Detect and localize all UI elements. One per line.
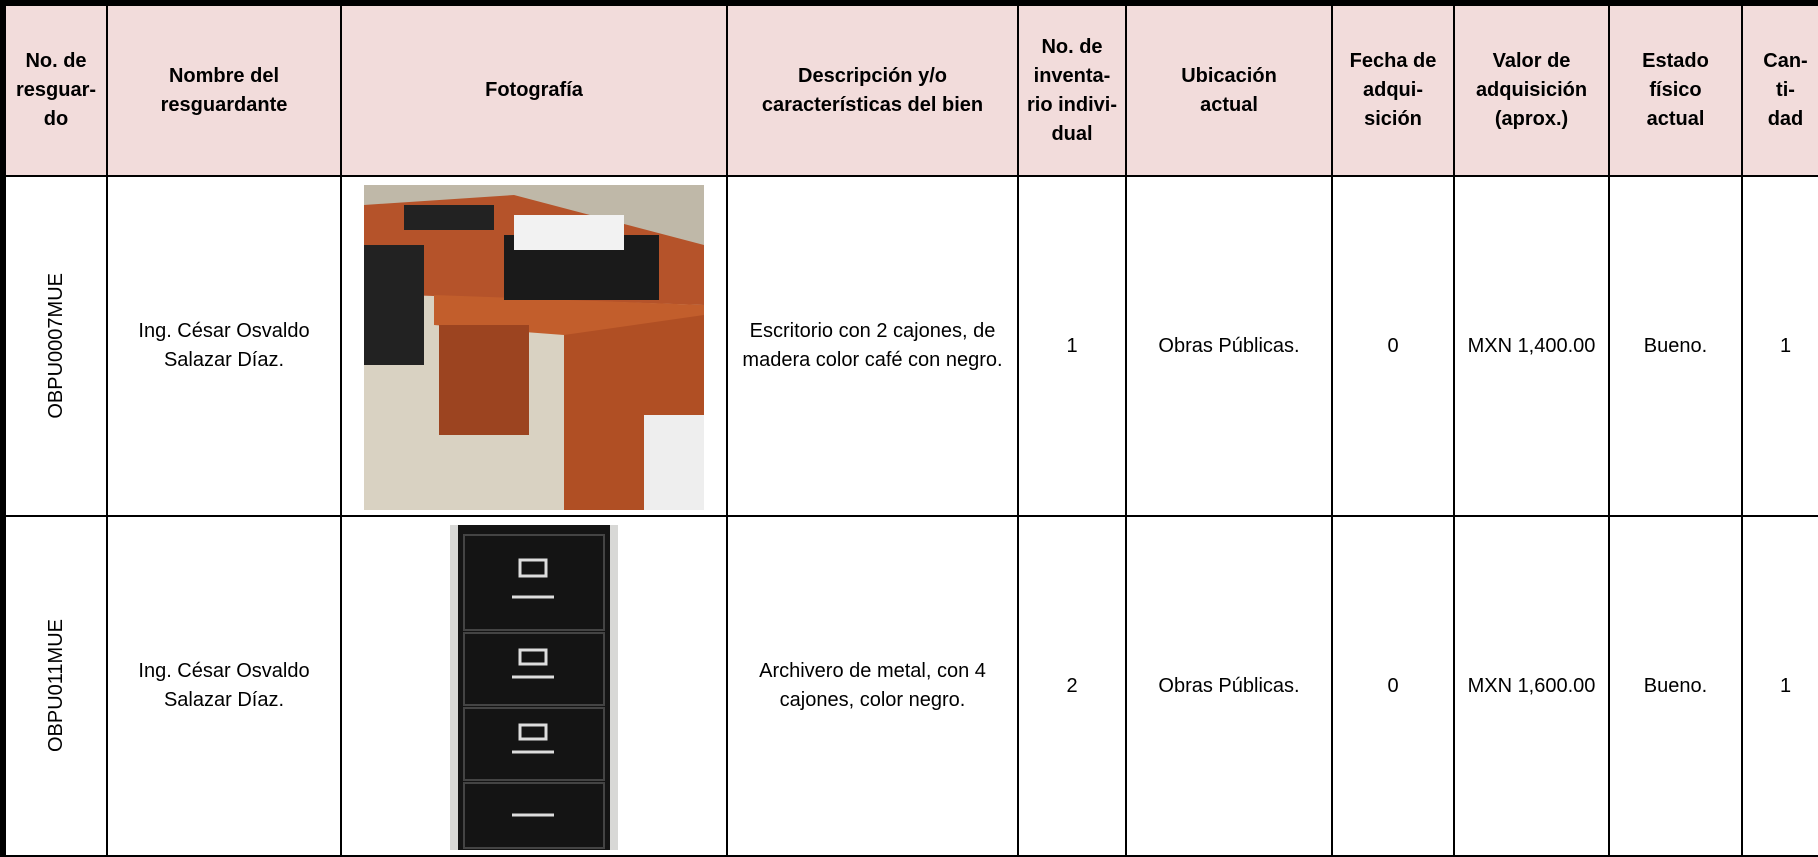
cell-text: Obras Públicas. — [1158, 334, 1300, 357]
header-text: No. de — [1041, 35, 1103, 58]
header-text: resguardante — [160, 93, 288, 116]
table-cell: Escritorio con 2 cajones, de madera colo… — [728, 177, 1019, 517]
table-cell: OBPU0007MUE — [6, 177, 108, 517]
header-text: dad — [1767, 108, 1804, 130]
header-cell: Can-ti-dad — [1743, 6, 1818, 177]
table-cell: 0 — [1333, 177, 1455, 517]
header-text: actual — [1646, 108, 1705, 130]
table-cell: Bueno. — [1610, 177, 1743, 517]
header-text: adqui- — [1363, 79, 1423, 101]
header-cell: Fotografía — [342, 6, 728, 177]
cell-text: 1 — [1779, 674, 1792, 697]
header-cell: Valor de adquisición (aprox.) — [1455, 6, 1610, 177]
table-cell: 2 — [1019, 517, 1127, 857]
header-text: Estado — [1642, 50, 1709, 72]
table-cell: MXN 1,400.00 — [1455, 177, 1610, 517]
table-cell: 1 — [1019, 177, 1127, 517]
header-cell: Nombre del resguardante — [108, 6, 342, 177]
header-text: (aprox.) — [1494, 108, 1569, 130]
header-text: inventa- — [1033, 64, 1111, 87]
table-cell: MXN 1,600.00 — [1455, 517, 1610, 857]
cell-text: 0 — [1387, 334, 1399, 357]
header-cell: Fecha de adqui-sición — [1333, 6, 1455, 177]
header-text: características del bien — [761, 93, 984, 116]
header-text: físico — [1649, 79, 1702, 101]
cell-text: Ing. César Osvaldo Salazar Díaz. — [138, 320, 310, 371]
header-cell: Descripción y/o características del bien — [728, 6, 1019, 177]
header-cell: Ubicación actual — [1127, 6, 1333, 177]
table-cell: Obras Públicas. — [1127, 177, 1333, 517]
header-text: Can- — [1763, 50, 1808, 72]
header-text: sición — [1364, 108, 1422, 130]
table-cell — [342, 517, 728, 857]
header-text: Fotografía — [485, 79, 583, 101]
header-text: Nombre del — [168, 64, 280, 87]
cell-text: Archivero de metal, con 4 cajones, color… — [759, 660, 986, 711]
cell-text: Ing. César Osvaldo Salazar Díaz. — [138, 660, 310, 711]
header-cell: No. de inventa-rio indivi-dual — [1019, 6, 1127, 177]
header-text: Fecha de — [1349, 50, 1437, 72]
cell-text: 0 — [1387, 674, 1399, 697]
cell-text: Obras Públicas. — [1158, 674, 1300, 697]
header-text: resguar- — [15, 79, 97, 101]
cabinet-photo — [450, 525, 618, 850]
table-cell: Bueno. — [1610, 517, 1743, 857]
header-text: do — [43, 108, 69, 130]
cell-text: 1 — [1779, 334, 1792, 357]
cell-text: Bueno. — [1643, 674, 1708, 697]
table-cell: Ing. César Osvaldo Salazar Díaz. — [108, 517, 342, 857]
header-text: Ubicación — [1181, 64, 1277, 87]
cell-text: Bueno. — [1643, 334, 1708, 357]
table-cell: 0 — [1333, 517, 1455, 857]
table-cell — [342, 177, 728, 517]
header-text: No. de — [25, 50, 87, 72]
table-cell: Ing. César Osvaldo Salazar Díaz. — [108, 177, 342, 517]
table-cell: 1 — [1743, 177, 1818, 517]
cell-text: MXN 1,600.00 — [1467, 674, 1596, 697]
desk-photo — [364, 185, 704, 510]
cell-text: 1 — [1066, 334, 1078, 357]
header-text: rio indivi- — [1027, 93, 1117, 116]
cell-text: 2 — [1066, 674, 1078, 697]
header-text: actual — [1200, 93, 1258, 116]
header-text: ti- — [1776, 79, 1795, 101]
table-cell: Obras Públicas. — [1127, 517, 1333, 857]
header-cell: No. de resguar-do — [6, 6, 108, 177]
table-cell: OBPU011MUE — [6, 517, 108, 857]
header-text: dual — [1051, 122, 1093, 145]
table-cell: Archivero de metal, con 4 cajones, color… — [728, 517, 1019, 857]
cell-text: MXN 1,400.00 — [1467, 334, 1596, 357]
header-text: Valor de — [1492, 50, 1571, 72]
header-text: Descripción y/o — [798, 64, 947, 87]
cell-text: Escritorio con 2 cajones, de madera colo… — [742, 320, 1003, 371]
header-cell: Estado físico actual — [1610, 6, 1743, 177]
table-cell: 1 — [1743, 517, 1818, 857]
header-text: adquisición — [1475, 79, 1588, 101]
